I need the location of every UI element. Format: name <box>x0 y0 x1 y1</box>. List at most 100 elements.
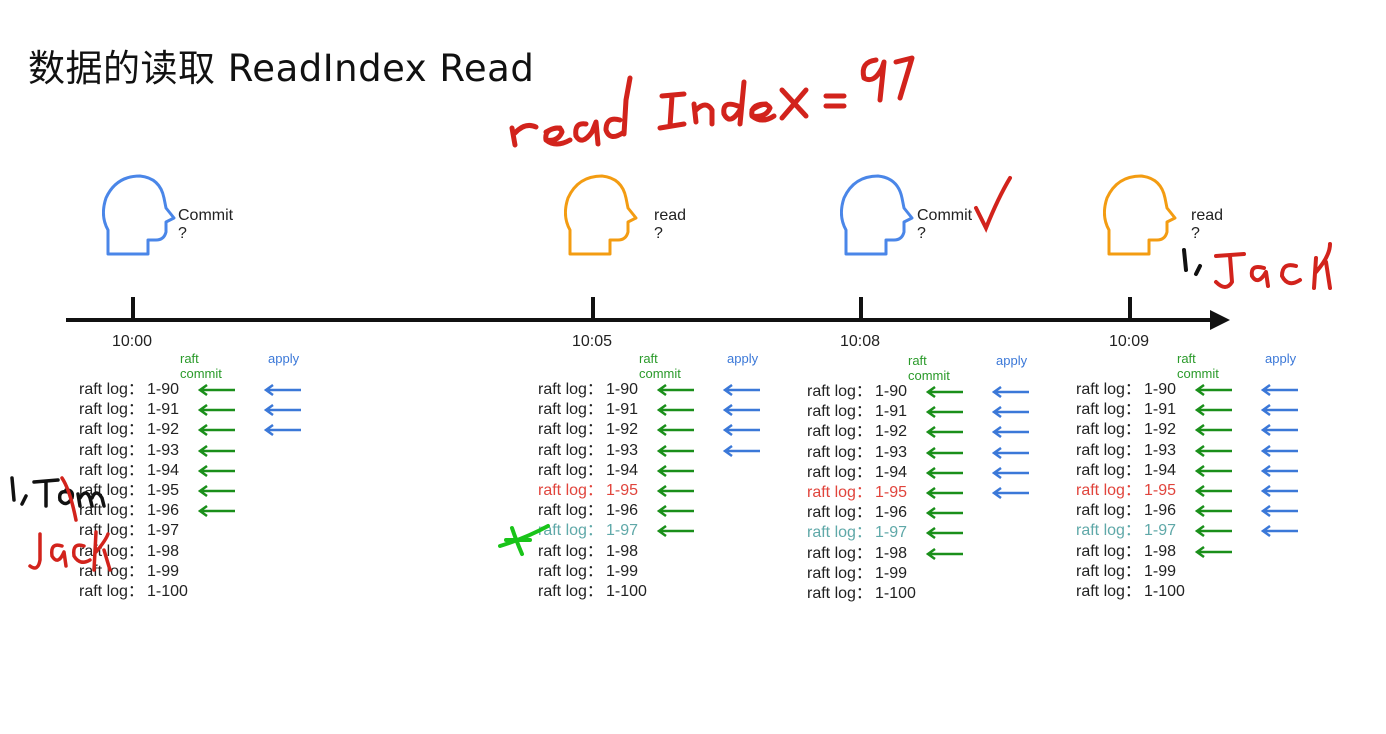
commit-arrow-icon <box>197 424 235 437</box>
raft-commit-header: raft commit <box>180 351 222 381</box>
log-index: 1-96 <box>1144 502 1177 520</box>
apply-arrow-icon <box>991 466 1029 479</box>
time-label: 10:08 <box>840 333 881 350</box>
log-index: 1-95 <box>875 483 908 501</box>
commit-arrow-icon <box>1194 404 1232 417</box>
apply-arrow-icon <box>722 404 760 417</box>
log-index: 1-100 <box>1144 582 1185 600</box>
event-question: read ? <box>1191 207 1224 242</box>
apply-header: apply <box>268 351 300 366</box>
log-index: 1-96 <box>875 504 908 522</box>
raft-log-entry: raft log： 1-96 <box>79 501 235 521</box>
raft-log-entry: raft log： 1-97 <box>538 521 694 541</box>
log-index: 1-99 <box>1144 562 1177 580</box>
commit-arrow-icon <box>656 384 694 396</box>
commit-arrow-icon <box>925 547 963 560</box>
log-index: 1-90 <box>147 381 180 398</box>
raft-log-entry: raft log： 1-94 <box>1076 461 1298 481</box>
raft-log-entry: raft log： 1-98 <box>1076 542 1232 562</box>
commit-arrow-icon <box>925 507 963 520</box>
log-prefix: raft log： <box>538 522 603 540</box>
head-profile-icon <box>102 174 176 256</box>
log-index: 1-96 <box>147 502 180 520</box>
commit-arrow-icon <box>1194 424 1232 437</box>
apply-header: apply <box>996 353 1028 368</box>
log-prefix: raft log： <box>1076 441 1141 459</box>
apply-arrow-icon <box>1260 404 1298 417</box>
log-index: 1-94 <box>147 461 180 479</box>
apply-arrow-icon <box>991 386 1029 398</box>
raft-log-list: raft log： 1-90 raft log： 1-91 raft log： 1-92 r… <box>79 380 301 602</box>
apply-arrow-icon <box>991 406 1029 419</box>
log-index: 1-92 <box>606 421 639 439</box>
raft-log-list: raft log： 1-90 raft log： 1-91 raft log： 1-92 r… <box>1076 380 1298 602</box>
commit-arrow-icon <box>656 525 694 538</box>
raft-log-entry: raft log： 1-96 <box>1076 501 1298 521</box>
log-index: 1-93 <box>1144 441 1177 459</box>
strike-mark <box>60 476 78 522</box>
raft-log-entry: raft log： 1-100 <box>79 582 188 602</box>
log-index: 1-94 <box>1144 461 1177 479</box>
commit-arrow-icon <box>1194 545 1232 558</box>
raft-log-entry: raft log： 1-99 <box>538 562 647 582</box>
commit-arrow-icon <box>1194 444 1232 457</box>
commit-arrow-icon <box>1194 505 1232 518</box>
log-prefix: raft log： <box>807 463 872 481</box>
log-index: 1-91 <box>606 401 639 419</box>
handwriting-jack-left <box>28 530 112 572</box>
commit-arrow-icon <box>925 486 963 499</box>
commit-arrow-icon <box>197 505 235 518</box>
raft-log-entry: raft log： 1-95 <box>807 483 1029 503</box>
log-index: 1-100 <box>875 584 916 602</box>
commit-arrow-icon <box>925 406 963 419</box>
log-index: 1-97 <box>147 522 180 540</box>
log-index: 1-98 <box>147 542 180 560</box>
raft-log-entry: raft log： 1-90 <box>538 380 760 400</box>
raft-log-entry: raft log： 1-92 <box>1076 420 1298 440</box>
raft-log-list: raft log： 1-90 raft log： 1-91 raft log： 1-92 r… <box>807 382 1029 604</box>
log-index: 1-90 <box>606 381 639 398</box>
apply-arrow-icon <box>263 404 301 417</box>
log-prefix: raft log： <box>807 403 872 421</box>
raft-log-entry: raft log： 1-95 <box>1076 481 1298 501</box>
log-prefix: raft log： <box>807 564 872 582</box>
apply-header: apply <box>727 351 759 366</box>
log-index: 1-91 <box>147 401 180 419</box>
raft-log-entry: raft log： 1-99 <box>1076 562 1185 582</box>
raft-log-entry: raft log： 1-90 <box>1076 380 1298 400</box>
raft-log-entry: raft log： 1-92 <box>538 420 760 440</box>
log-index: 1-94 <box>606 461 639 479</box>
log-index: 1-93 <box>606 441 639 459</box>
event-question: Commit ? <box>917 207 973 242</box>
time-label: 10:00 <box>112 333 153 350</box>
commit-arrow-icon <box>925 527 963 540</box>
raft-log-entry: raft log： 1-90 <box>79 380 301 400</box>
raft-log-entry: raft log： 1-90 <box>807 382 1029 402</box>
commit-arrow-icon <box>656 444 694 457</box>
log-index: 1-91 <box>875 403 908 421</box>
commit-arrow-icon <box>656 404 694 417</box>
log-prefix: raft log： <box>807 504 872 522</box>
log-prefix: raft log： <box>807 483 872 501</box>
apply-arrow-icon <box>1260 505 1298 518</box>
raft-log-entry: raft log： 1-93 <box>79 441 235 461</box>
apply-arrow-icon <box>991 446 1029 459</box>
log-index: 1-92 <box>147 421 180 439</box>
log-index: 1-100 <box>147 582 188 600</box>
log-index: 1-90 <box>875 383 908 400</box>
log-index: 1-97 <box>606 522 639 540</box>
commit-arrow-icon <box>197 444 235 457</box>
log-prefix: raft log： <box>1076 381 1141 398</box>
log-prefix: raft log： <box>1076 502 1141 520</box>
log-prefix: raft log： <box>807 544 872 562</box>
log-index: 1-100 <box>606 582 647 600</box>
raft-log-entry: raft log： 1-98 <box>538 542 647 562</box>
commit-arrow-icon <box>925 446 963 459</box>
raft-log-entry: raft log： 1-100 <box>807 584 916 604</box>
time-label: 10:09 <box>1109 333 1150 350</box>
commit-arrow-icon <box>1194 484 1232 497</box>
log-prefix: raft log： <box>1076 421 1141 439</box>
log-index: 1-98 <box>1144 542 1177 560</box>
